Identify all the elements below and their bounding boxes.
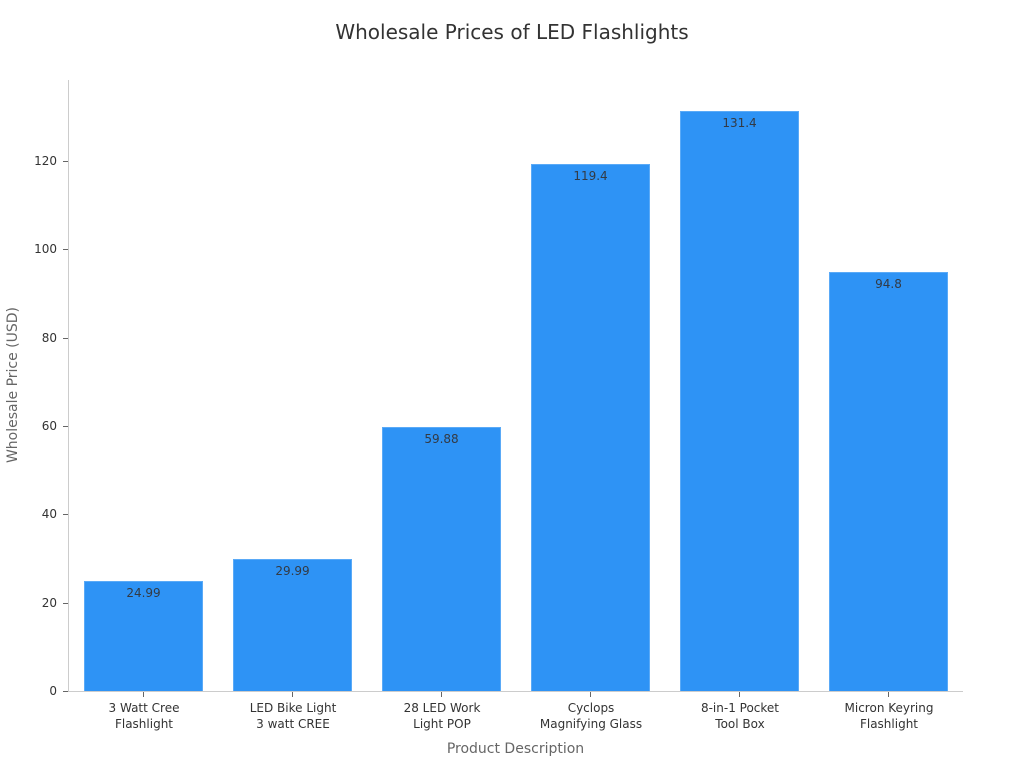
- x-axis-line: [68, 691, 963, 692]
- bar[interactable]: 94.8: [829, 272, 948, 691]
- x-tick-label-line: Tool Box: [715, 717, 765, 731]
- bar[interactable]: 131.4: [680, 110, 799, 691]
- y-tick: 0: [0, 684, 68, 705]
- x-tick-label-line: Flashlight: [114, 717, 174, 731]
- x-tick-label-line: Magnifying Glass: [539, 717, 643, 731]
- y-tick: 20: [0, 596, 68, 617]
- y-tick-mark: [63, 426, 68, 427]
- y-tick: 80: [0, 331, 68, 352]
- x-tick-label-line: 3 Watt Cree: [108, 701, 180, 715]
- y-tick: 120: [0, 154, 68, 175]
- x-tick-label: Cyclops Magnifying Glass: [511, 700, 671, 732]
- chart-title: Wholesale Prices of LED Flashlights: [335, 20, 689, 44]
- bar[interactable]: 24.99: [84, 580, 203, 691]
- x-tick-label-line: Micron Keyring: [844, 701, 934, 715]
- x-tick-label: LED Bike Light 3 watt CREE: [213, 700, 373, 732]
- y-tick-mark: [63, 514, 68, 516]
- x-tick-mark: [888, 692, 889, 697]
- x-tick-label: 3 Watt Cree Flashlight: [64, 700, 224, 732]
- bar-value-label: 119.4: [573, 168, 608, 183]
- y-tick-mark: [63, 337, 68, 339]
- bar-value-label: 24.99: [126, 585, 161, 600]
- x-tick-label-line: 28 LED Work: [403, 701, 481, 715]
- x-tick-label-line: Flashlight: [859, 717, 919, 731]
- x-tick-label-line: 3 watt CREE: [256, 717, 330, 731]
- y-tick-label: 20: [41, 595, 57, 610]
- y-tick-label: 120: [34, 154, 57, 168]
- y-tick-mark: [63, 602, 68, 604]
- x-tick-label: Micron Keyring Flashlight: [809, 700, 969, 732]
- bar-value-label: 94.8: [875, 277, 902, 292]
- x-tick-mark: [143, 692, 144, 697]
- bar-value-label: 59.88: [424, 431, 459, 446]
- y-tick-label: 40: [41, 507, 57, 522]
- y-tick: 40: [0, 507, 68, 528]
- y-tick-label: 80: [41, 330, 57, 345]
- bar[interactable]: 119.4: [531, 163, 650, 691]
- x-tick-label: 28 LED Work Light POP: [362, 700, 522, 732]
- x-tick-label-line: 8-in-1 Pocket: [700, 701, 780, 715]
- bar-value-label: 29.99: [275, 563, 310, 578]
- bar-value-label: 131.4: [722, 115, 757, 130]
- y-tick: 100: [0, 242, 68, 263]
- x-tick-label-line: LED Bike Light: [249, 701, 337, 715]
- y-tick-mark: [63, 161, 68, 162]
- x-tick-mark: [590, 692, 591, 697]
- x-tick-mark: [441, 692, 442, 697]
- bar[interactable]: 59.88: [382, 426, 501, 691]
- x-axis-label: Product Description: [446, 741, 585, 757]
- y-tick-label: 0: [49, 684, 57, 698]
- x-tick-label: 8-in-1 Pocket Tool Box: [660, 700, 820, 732]
- bar[interactable]: 29.99: [233, 558, 352, 691]
- x-tick-label-line: Cyclops: [567, 701, 615, 715]
- y-tick-mark: [63, 691, 68, 692]
- y-tick-mark: [63, 249, 68, 251]
- x-tick-mark: [292, 692, 293, 697]
- x-tick-label-line: Light POP: [413, 717, 471, 731]
- y-tick-label: 100: [34, 242, 57, 257]
- x-tick-mark: [739, 692, 740, 697]
- y-tick: 60: [0, 419, 68, 440]
- y-axis-line: [68, 80, 69, 692]
- y-tick-label: 60: [41, 419, 57, 433]
